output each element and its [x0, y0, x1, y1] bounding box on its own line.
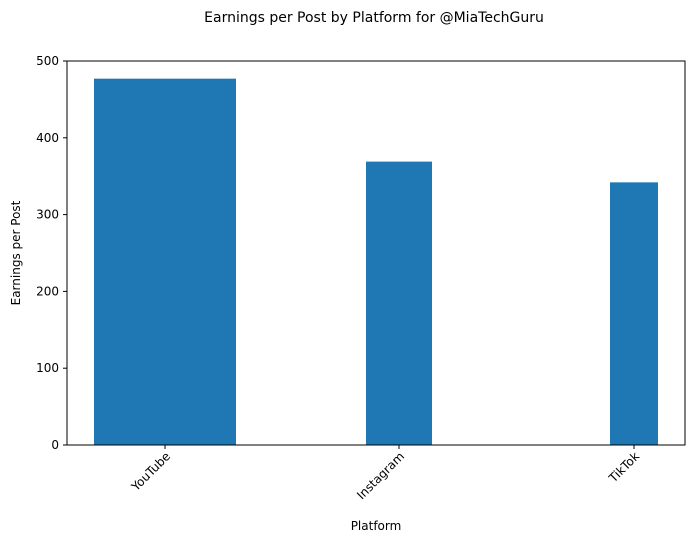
bar-youtube: [94, 78, 236, 445]
chart-title: Earnings per Post by Platform for @MiaTe…: [204, 10, 544, 26]
y-axis: 0 100 200 300 400 500: [36, 54, 67, 452]
bars-group: [94, 78, 658, 445]
y-tick-label: 200: [36, 284, 59, 298]
x-tick-label-youtube: YouTube: [128, 449, 173, 494]
y-tick-label: 0: [51, 438, 59, 452]
x-axis: YouTube Instagram TikTok: [128, 445, 642, 502]
plot-frame: [66, 60, 686, 446]
bar-tiktok: [610, 182, 658, 445]
y-tick-label: 400: [36, 131, 59, 145]
x-axis-label: Platform: [351, 519, 402, 533]
x-tick-label-instagram: Instagram: [354, 449, 407, 502]
x-tick-label-tiktok: TikTok: [605, 449, 642, 486]
y-axis-label: Earnings per Post: [9, 200, 23, 305]
y-tick-label: 500: [36, 54, 59, 68]
y-tick-label: 100: [36, 361, 59, 375]
y-tick-label: 300: [36, 208, 59, 222]
bar-instagram: [366, 161, 432, 445]
